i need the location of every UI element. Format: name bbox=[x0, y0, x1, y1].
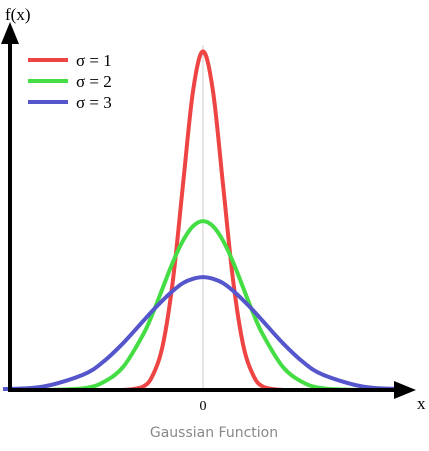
x-axis-label: x bbox=[417, 394, 426, 413]
y-axis-arrow bbox=[1, 22, 19, 44]
x-axis-arrow bbox=[394, 381, 416, 399]
line-series bbox=[2, 275, 404, 391]
y-axis-label: f(x) bbox=[5, 5, 30, 24]
legend-label: σ = 2 bbox=[76, 72, 112, 91]
line-series bbox=[2, 219, 404, 391]
legend-label: σ = 3 bbox=[76, 93, 112, 112]
legend-label: σ = 1 bbox=[76, 51, 112, 70]
x-tick-label: 0 bbox=[200, 399, 207, 414]
chart-title: Gaussian Function bbox=[150, 425, 278, 441]
